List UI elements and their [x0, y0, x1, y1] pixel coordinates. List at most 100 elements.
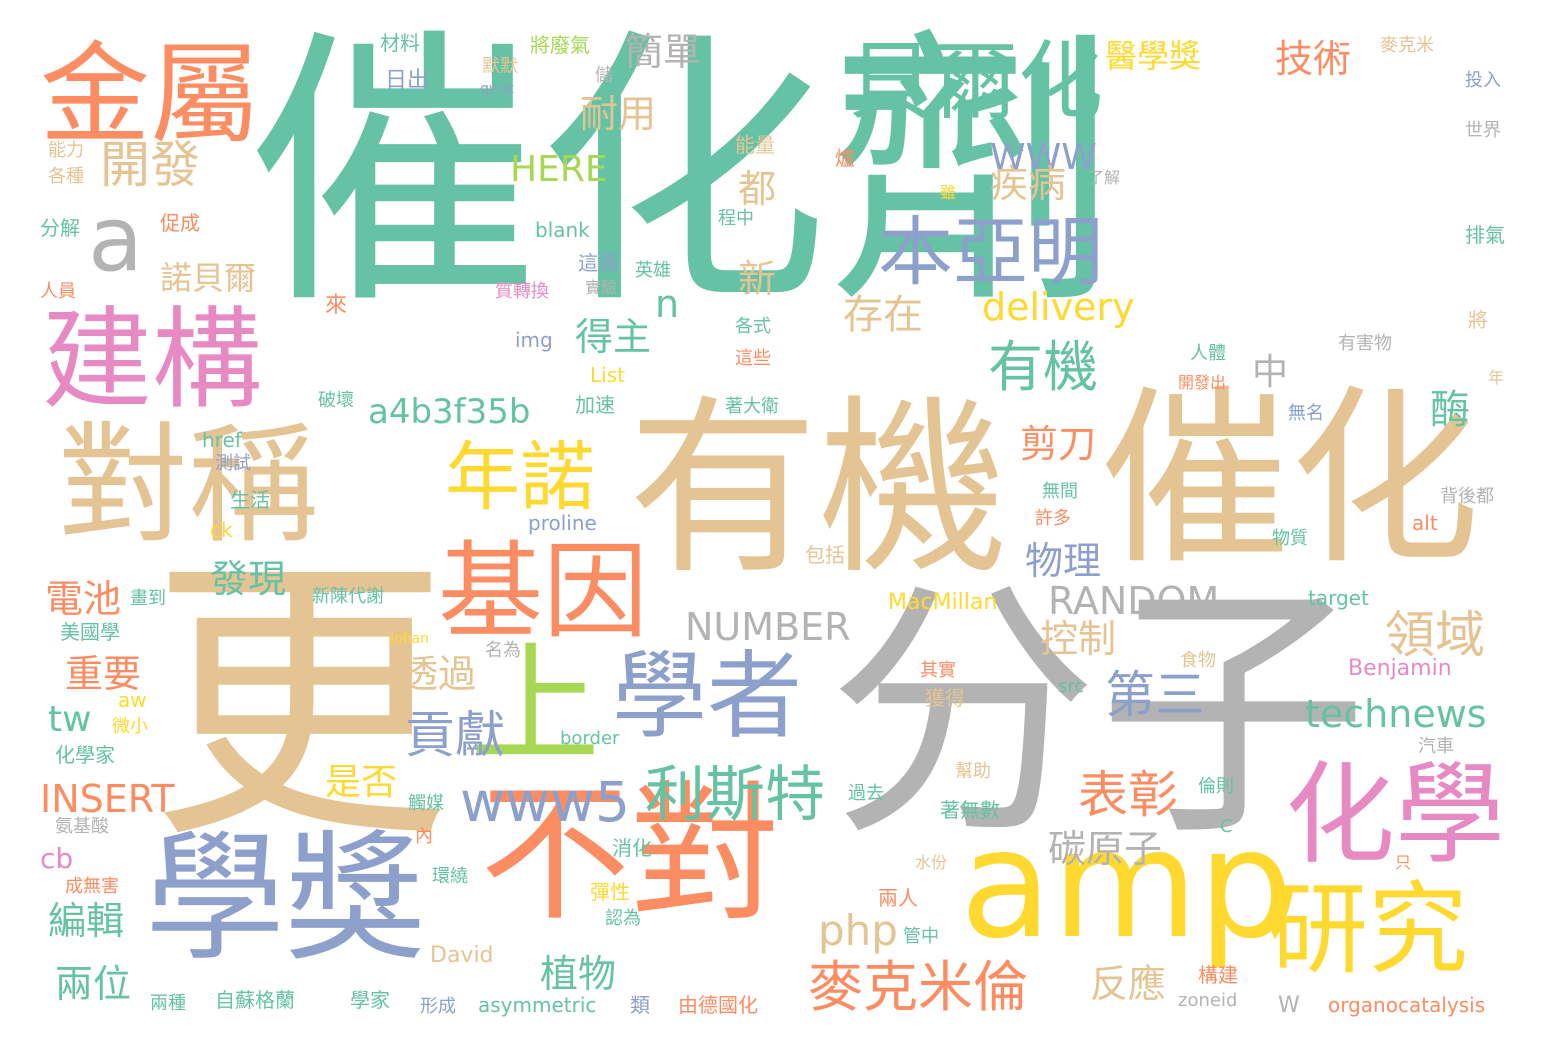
cloud-word: 實驗	[585, 278, 618, 297]
cloud-word: 促成	[160, 211, 200, 235]
cloud-word: 年諾	[445, 433, 596, 521]
cloud-word: border	[560, 728, 620, 749]
cloud-word: technews	[1305, 692, 1487, 736]
cloud-word: 是否	[325, 762, 398, 803]
cloud-word: blank	[535, 218, 590, 242]
cloud-word: 年	[1488, 368, 1505, 387]
cloud-word: 人員	[40, 281, 76, 302]
cloud-word: 都	[738, 167, 777, 211]
cloud-word: 化學家	[55, 743, 115, 767]
cloud-word: 簡單	[625, 30, 702, 74]
cloud-word: 質轉換	[495, 281, 549, 302]
cloud-word: 技術	[1275, 37, 1352, 81]
cloud-word: www5	[460, 770, 630, 834]
cloud-word: 重要	[65, 652, 142, 696]
cloud-word: 管中	[903, 926, 939, 947]
cloud-word: 兩種	[150, 993, 186, 1014]
cloud-word: 其實	[920, 660, 956, 681]
cloud-word: 領域	[1385, 606, 1485, 664]
cloud-word: 形成	[420, 996, 456, 1017]
cloud-word: 電池	[45, 577, 122, 621]
cloud-word: 氨基酸	[55, 816, 109, 837]
cloud-word: 能量	[735, 133, 775, 157]
cloud-word: 來	[325, 293, 348, 318]
cloud-word: 本亞明	[878, 208, 1104, 296]
cloud-word: 學家	[350, 988, 390, 1012]
cloud-word: 酶	[1430, 387, 1470, 433]
cloud-word: 新陳代謝	[312, 586, 384, 607]
cloud-word: 環繞	[432, 866, 468, 887]
cloud-word: 英雄	[635, 260, 671, 281]
cloud-word: 成無害	[65, 876, 119, 897]
cloud-word: 有害物	[1338, 333, 1392, 354]
cloud-word: 各種	[48, 166, 84, 187]
cloud-word: 許多	[1035, 508, 1071, 529]
cloud-word: 構建	[1198, 963, 1238, 987]
cloud-word: 兩人	[878, 886, 918, 910]
cloud-word: W	[1278, 993, 1300, 1018]
cloud-word: 儲	[595, 65, 613, 86]
cloud-word: asymmetric	[478, 993, 597, 1017]
cloud-word: 破壞	[318, 390, 354, 411]
cloud-word: 發現	[210, 557, 287, 601]
cloud-word: 排氣	[1465, 223, 1505, 247]
cloud-word: a	[88, 187, 144, 292]
cloud-word: MacMillan	[888, 590, 998, 615]
cloud-word: 表彰	[1078, 766, 1178, 824]
cloud-word: 編輯	[48, 899, 125, 943]
cloud-word: 碳原子	[1048, 827, 1163, 871]
cloud-word: 催化劑	[248, 6, 1118, 343]
cloud-word: 耐用	[580, 92, 657, 136]
cloud-word: HERE	[510, 149, 608, 190]
cloud-word: 這過	[578, 251, 618, 275]
cloud-word: 疾病	[990, 162, 1067, 206]
cloud-word: 開發出	[1178, 373, 1227, 392]
cloud-word: organocatalysis	[1328, 993, 1486, 1017]
cloud-word: 包括	[805, 543, 845, 567]
cloud-word: 不對	[480, 768, 781, 942]
cloud-word: 上	[470, 629, 601, 781]
cloud-word: 測試	[215, 453, 251, 474]
cloud-word: 有機	[628, 379, 1009, 600]
cloud-word: 催化	[1100, 369, 1481, 590]
cloud-word: 研究	[1268, 871, 1468, 988]
cloud-word: 著無數	[940, 798, 1000, 822]
cloud-word: qvist	[480, 81, 514, 97]
cloud-word: 學獎	[145, 818, 426, 981]
cloud-word: 加速	[575, 393, 615, 417]
cloud-word: 倫則	[1198, 776, 1234, 797]
cloud-word: zoneid	[1178, 990, 1238, 1011]
cloud-word: 著大衛	[725, 396, 779, 417]
cloud-word: 貢獻	[405, 706, 505, 764]
cloud-word: C	[1220, 816, 1233, 837]
cloud-word: 生活	[230, 488, 270, 512]
cloud-word: 獲得	[925, 686, 965, 710]
cloud-word: 將	[1468, 308, 1488, 332]
cloud-word: 彈性	[590, 880, 630, 904]
cloud-word: aw	[118, 688, 147, 712]
cloud-word: INSERT	[40, 777, 175, 821]
cloud-word: 醫學獎	[1105, 37, 1202, 75]
cloud-word: 爐	[835, 146, 855, 170]
cloud-word: NUMBER	[685, 605, 851, 649]
cloud-word: delivery	[982, 285, 1135, 329]
cloud-word: ck	[210, 518, 233, 542]
cloud-word: img	[515, 328, 553, 352]
cloud-word: 分子	[828, 557, 1368, 872]
cloud-word: 幫助	[955, 761, 991, 782]
cloud-word: 消化	[612, 836, 652, 860]
cloud-word: 有機	[988, 335, 1099, 399]
cloud-word: 新	[738, 257, 777, 301]
cloud-word: n	[655, 282, 680, 326]
cloud-word: 控制	[1040, 617, 1117, 661]
cloud-word: 類	[630, 993, 650, 1017]
cloud-word: 兩位	[55, 962, 132, 1006]
cloud-word: amp	[960, 798, 1294, 972]
cloud-word: 學者	[612, 642, 803, 752]
cloud-word: 金屬	[40, 31, 260, 159]
cloud-word: 默默	[482, 56, 518, 77]
cloud-word: 名為	[485, 640, 521, 661]
cloud-word: 人體	[1190, 343, 1226, 364]
cloud-word: List	[590, 363, 625, 387]
